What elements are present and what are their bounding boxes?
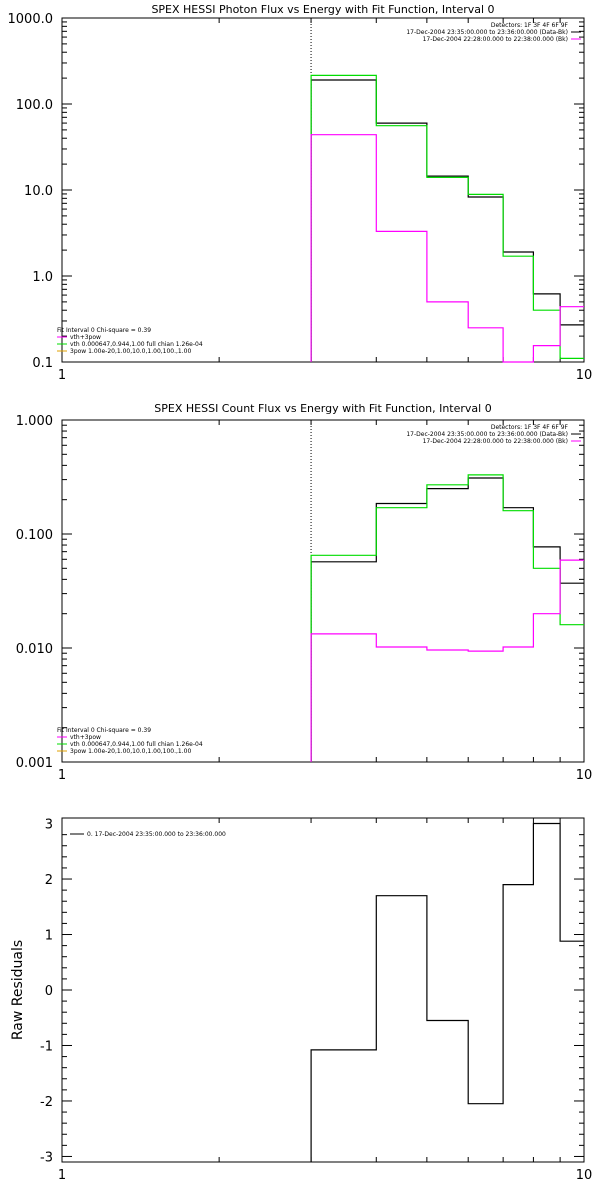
chart-title: SPEX HESSI Count Flux vs Energy with Fit… bbox=[154, 402, 491, 415]
y-tick-label: -1 bbox=[40, 1039, 53, 1054]
y-tick-label: 0.100 bbox=[16, 528, 53, 543]
y-axis-label: Raw Residuals bbox=[10, 940, 26, 1040]
legend-entry: 17-Dec-2004 22:28:00.000 to 22:38:00.000… bbox=[423, 36, 568, 43]
y-tick-label: 0.1 bbox=[32, 356, 53, 371]
legend-entry: 3pow 1.00e-20,1.00,10.0,1.00,100.,1.00 bbox=[70, 748, 191, 755]
series-line-3 bbox=[310, 559, 584, 762]
y-tick-label: 1000.0 bbox=[8, 12, 54, 27]
legend-entry: Fit Interval 0 Chi-square = 0.39 bbox=[57, 327, 151, 334]
x-tick-label: 10 bbox=[576, 368, 593, 383]
legend-entry: vth+3pow bbox=[70, 334, 101, 341]
y-tick-label: -2 bbox=[40, 1095, 53, 1110]
x-tick-label: 10 bbox=[576, 1168, 593, 1183]
legend-entry: 17-Dec-2004 22:28:00.000 to 22:38:00.000… bbox=[423, 438, 568, 445]
series-line-3 bbox=[310, 134, 584, 363]
legend-entry: Detectors: 1F 3F 4F 6F 9F bbox=[491, 424, 569, 431]
y-tick-label: 0 bbox=[45, 984, 53, 999]
y-tick-label: 3 bbox=[45, 818, 53, 833]
chart-panel-3: 1 10 -3 -2 -1 0 1 2 3 Raw Residuals 0. 17-Dec-2004… bbox=[10, 817, 593, 1183]
plot-frame bbox=[61, 17, 585, 363]
chart-panel-2: SPEX HESSI Count Flux vs Energy with Fit… bbox=[16, 402, 592, 783]
legend-entry: Fit Interval 0 Chi-square = 0.39 bbox=[57, 727, 151, 734]
series-line-1 bbox=[310, 822, 584, 1162]
y-tick-label: 1.0 bbox=[32, 270, 53, 285]
legend-entry: vth 0.000647,0.944,1.00 full chian 1.26e… bbox=[70, 741, 203, 748]
series-line-2 bbox=[310, 474, 584, 762]
y-tick-label: 1 bbox=[45, 929, 53, 944]
chart-panel-1: SPEX HESSI Photon Flux vs Energy with Fi… bbox=[8, 3, 593, 383]
y-tick-label: 100.0 bbox=[16, 98, 53, 113]
y-tick-label: -3 bbox=[40, 1150, 53, 1165]
legend-entry: vth+3pow bbox=[70, 734, 101, 741]
legend-entry: 17-Dec-2004 23:35:00.000 to 23:36:00.000… bbox=[406, 29, 568, 36]
y-tick-label: 10.0 bbox=[24, 184, 53, 199]
x-tick-label: 1 bbox=[58, 768, 66, 783]
y-tick-label: 2 bbox=[45, 873, 53, 888]
series-line-1 bbox=[310, 79, 584, 362]
y-tick-label: 0.001 bbox=[16, 756, 53, 771]
y-tick-label: 0.010 bbox=[16, 642, 53, 657]
plot-frame bbox=[61, 817, 585, 1163]
series-line-1 bbox=[310, 477, 584, 762]
series-line-2 bbox=[310, 74, 584, 362]
x-tick-label: 1 bbox=[58, 1168, 66, 1183]
legend-entry: vth 0.000647,0.944,1.00 full chian 1.26e… bbox=[70, 341, 203, 348]
legend-entry: 0. 17-Dec-2004 23:35:00.000 to 23:36:00.… bbox=[87, 831, 226, 838]
legend-entry: 3pow 1.00e-20,1.00,10.0,1.00,100.,1.00 bbox=[70, 348, 191, 355]
plot-frame bbox=[61, 419, 585, 763]
x-tick-label: 1 bbox=[58, 368, 66, 383]
legend-entry: Detectors: 1F 3F 4F 6F 9F bbox=[491, 22, 569, 29]
chart-title: SPEX HESSI Photon Flux vs Energy with Fi… bbox=[151, 3, 494, 16]
x-tick-label: 10 bbox=[576, 768, 593, 783]
legend-entry: 17-Dec-2004 23:35:00.000 to 23:36:00.000… bbox=[406, 431, 568, 438]
y-tick-label: 1.000 bbox=[16, 414, 53, 429]
